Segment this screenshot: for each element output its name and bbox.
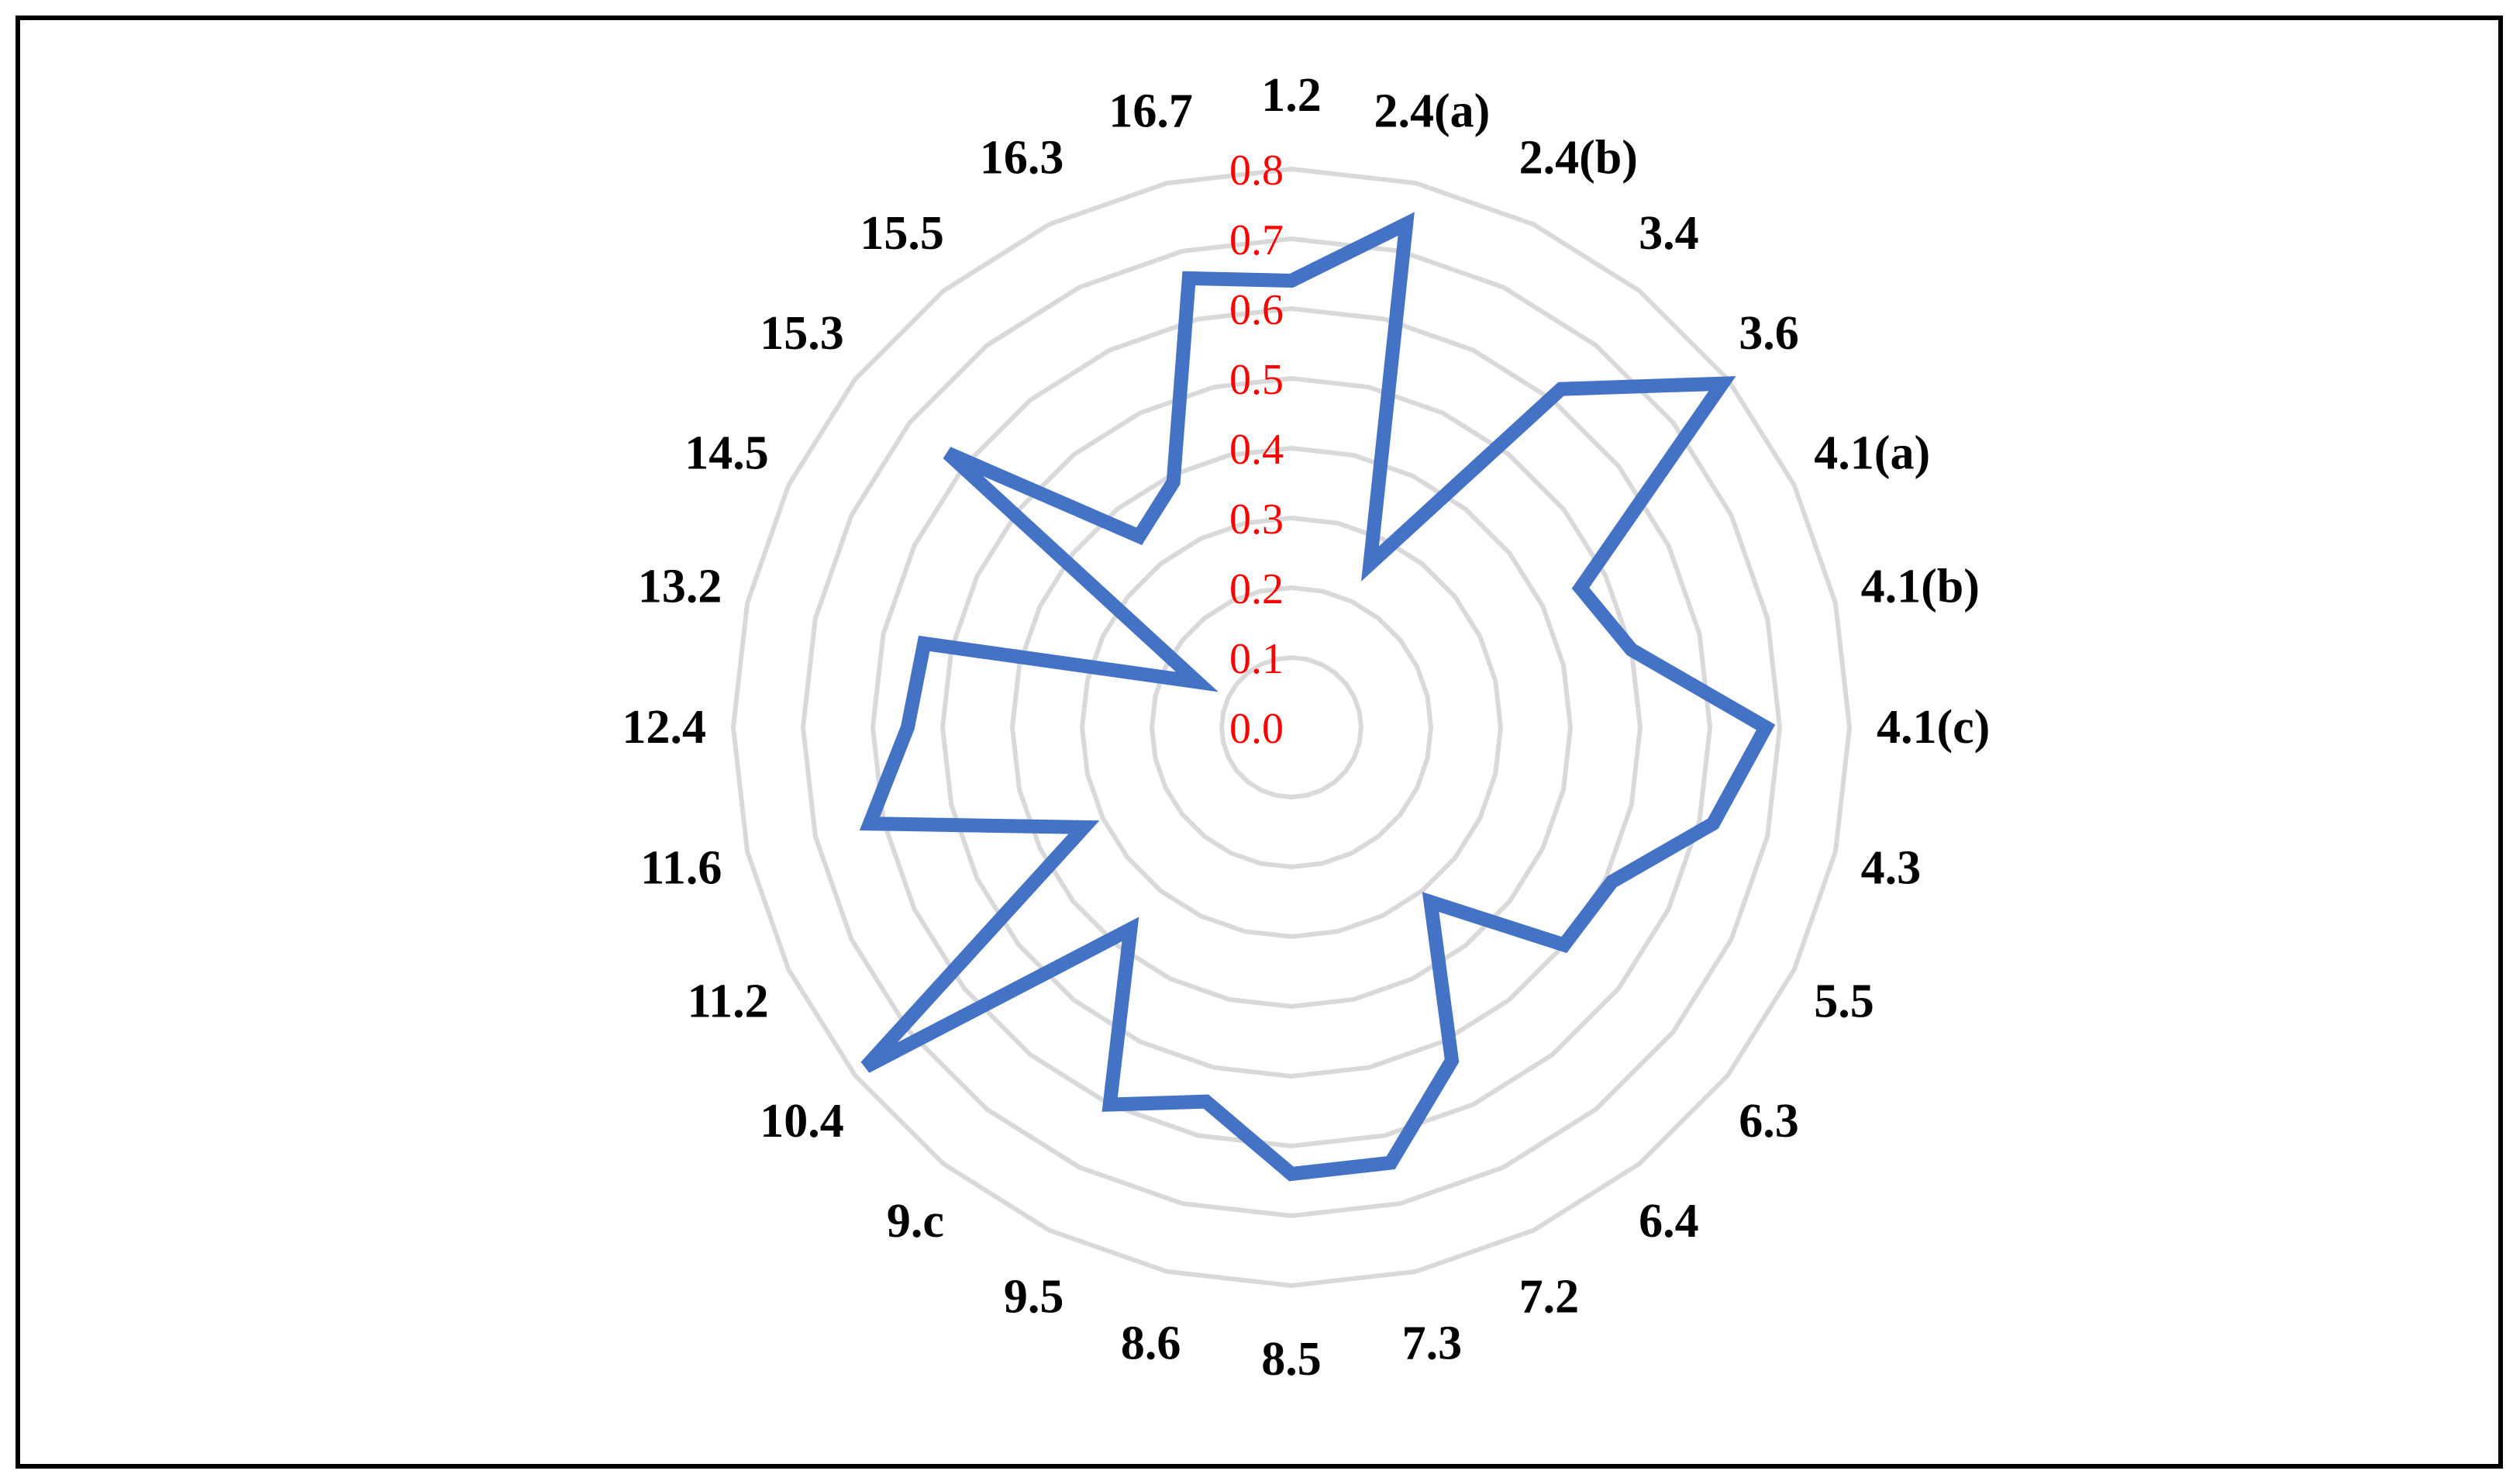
category-label: 2.4(a)	[1374, 85, 1491, 137]
category-labels: 1.2 2.4(a) 2.4(b)3.4 3.6 4.1(a) 4.1(b) 4.1(c) 4…	[622, 69, 1991, 1386]
category-label: 11.2	[688, 975, 769, 1028]
tick-label: 0.7	[1229, 216, 1284, 264]
category-label: 3.4	[1639, 207, 1699, 260]
data-point-3.4	[1560, 388, 1562, 390]
category-label: 4.1(a)	[1814, 426, 1930, 479]
category-label: 9.c	[887, 1195, 944, 1248]
category-label: 13.2	[638, 561, 722, 613]
radar-chart: 0.0 0.1 0.2 0.3 0.4 0.5 0.6 0.7 0.8 1.2 2.4(a) 2.4…	[622, 69, 1991, 1386]
category-label: 14.5	[684, 426, 769, 479]
tick-label: 0.0	[1229, 705, 1284, 753]
category-label: 15.3	[760, 307, 844, 360]
tick-label: 0.5	[1229, 356, 1284, 404]
category-label: 6.3	[1739, 1095, 1799, 1148]
category-label: 8.5	[1261, 1333, 1322, 1386]
grid-ring-8	[730, 166, 1853, 1289]
grid-ring-5	[939, 375, 1643, 1079]
category-label: 7.3	[1402, 1317, 1463, 1370]
category-label: 8.6	[1121, 1317, 1181, 1370]
category-label: 10.4	[760, 1095, 844, 1148]
data-point-4.1(b)	[1631, 649, 1632, 651]
data-point-8.5	[1291, 1173, 1292, 1175]
grid-ring-1	[1219, 654, 1364, 800]
data-point-4.3	[1712, 823, 1714, 824]
category-label: 3.6	[1739, 307, 1799, 360]
grid-ring-7	[800, 236, 1783, 1219]
category-label: 16.3	[980, 132, 1064, 185]
category-label: 16.7	[1108, 85, 1193, 137]
tick-label: 0.4	[1229, 426, 1284, 474]
data-point-4.1(c)	[1765, 727, 1767, 728]
data-point-15.3	[947, 453, 949, 454]
category-label: 15.5	[860, 207, 944, 260]
tick-label: 0.2	[1229, 565, 1284, 613]
category-label: 9.5	[1004, 1270, 1064, 1323]
data-point-9.c	[1129, 928, 1131, 930]
data-point-6.4	[1430, 901, 1432, 903]
tick-label: 0.3	[1229, 495, 1284, 544]
category-label: 7.2	[1519, 1270, 1580, 1323]
data-point-2.4(a)	[1405, 223, 1407, 225]
data-point-10.4	[865, 1066, 867, 1068]
tick-label: 0.1	[1229, 635, 1284, 683]
tick-label: 0.8	[1229, 147, 1284, 195]
category-label: 12.4	[622, 701, 707, 754]
grid-ring-2	[1149, 585, 1434, 870]
category-label: 11.6	[640, 841, 722, 894]
series-line	[859, 212, 1776, 1182]
data-point-13.2	[923, 643, 925, 644]
series-layer	[859, 212, 1776, 1182]
category-label: 4.1(b)	[1861, 561, 1980, 613]
radar-grid	[730, 166, 1853, 1289]
data-point-9.5	[1109, 1104, 1111, 1105]
category-label: 5.5	[1814, 975, 1874, 1028]
data-point-8.6	[1205, 1101, 1207, 1103]
data-point-6.3	[1563, 944, 1565, 946]
grid-ring-3	[1079, 515, 1504, 940]
tick-label: 0.6	[1229, 286, 1284, 334]
category-label: 4.1(c)	[1877, 701, 1990, 754]
grid-ring-6	[870, 306, 1713, 1149]
chart-frame: 0.0 0.1 0.2 0.3 0.4 0.5 0.6 0.7 0.8 1.2 2.4(a) 2.4…	[16, 16, 2503, 1469]
radial-tick-labels: 0.0 0.1 0.2 0.3 0.4 0.5 0.6 0.7 0.8	[1229, 147, 1284, 753]
data-point-7.2	[1451, 1060, 1453, 1062]
category-label: 4.3	[1861, 841, 1922, 894]
category-label: 6.4	[1639, 1195, 1699, 1248]
grid-ring-4	[1009, 445, 1574, 1010]
category-label: 2.4(b)	[1519, 132, 1638, 185]
category-label: 1.2	[1261, 69, 1322, 122]
